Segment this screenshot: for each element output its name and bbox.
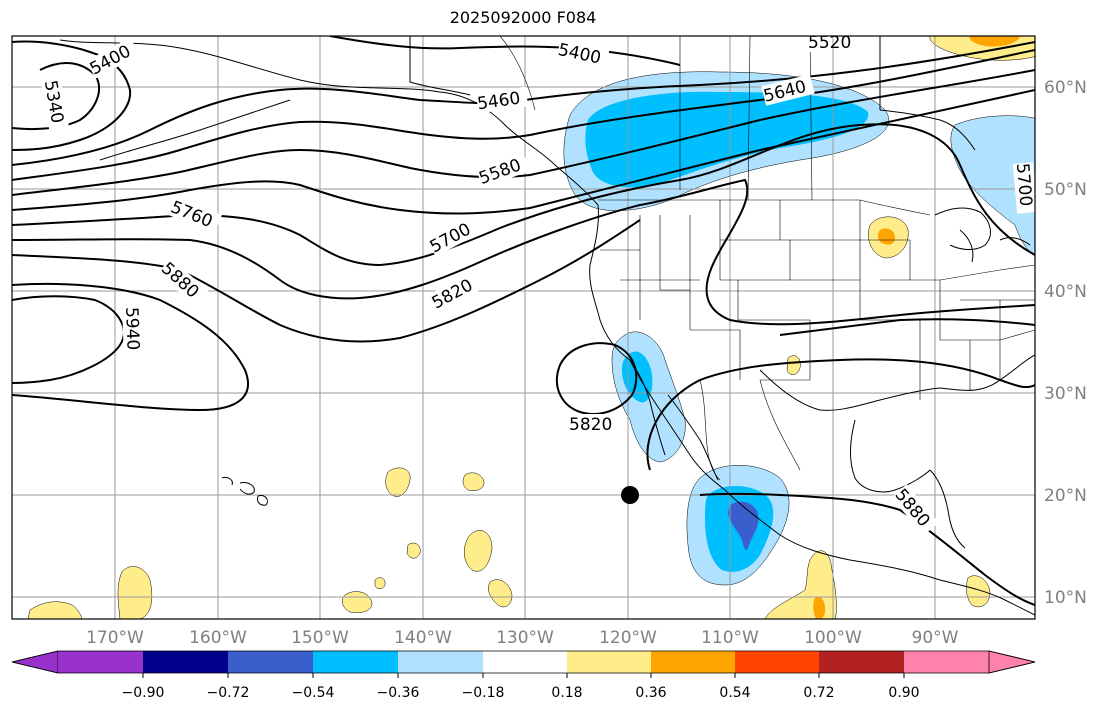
positive-shading-arctic-core [969, 36, 1020, 47]
colorbar-label: 0.72 [803, 685, 834, 701]
positive-shading-pacific-8 [27, 601, 83, 619]
positive-shading-central-america [966, 575, 991, 608]
map-title: 2025092000 F084 [449, 8, 597, 27]
positive-shading-pacific-4 [488, 579, 513, 608]
positive-shading-south-core [813, 596, 826, 619]
lon-label: 90°W [912, 628, 959, 648]
lon-label: 170°W [86, 628, 144, 648]
colorbar-segment [228, 651, 314, 673]
lat-label: 20°N [1044, 486, 1087, 506]
political-borders [499, 36, 1035, 481]
colorbar-segment [735, 651, 821, 673]
contour-label: 5580 [476, 155, 523, 189]
colorbar-label: −0.72 [207, 685, 250, 701]
positive-shading-pacific-3 [464, 530, 493, 572]
lat-label: 30°N [1044, 384, 1087, 404]
negative-shading-northeast [950, 115, 1035, 255]
colorbar-label: −0.54 [292, 685, 335, 701]
lat-label: 10°N [1044, 588, 1087, 608]
lat-label: 60°N [1044, 78, 1087, 98]
positive-shading-south [764, 550, 837, 619]
contour-5820-low [555, 342, 638, 415]
contour-5400-north [329, 36, 681, 66]
contour-5940 [12, 295, 125, 384]
contour-labels: 5400 5400 5340 5460 5520 5580 5640 5700 … [40, 32, 1038, 536]
contour-label: 5700 [427, 219, 475, 257]
contour-5880-mexico [699, 492, 1035, 606]
contour-label: 5400 [556, 40, 602, 69]
contour-label: 5400 [87, 41, 135, 79]
colorbar-segment [398, 651, 484, 673]
colorbar-label: −0.90 [122, 685, 165, 701]
lon-label: 140°W [394, 628, 452, 648]
contour-5400-west [12, 40, 132, 151]
longitude-labels: 170°W 160°W 150°W 140°W 130°W 120°W 110°… [86, 628, 959, 648]
colorbar-segment [483, 651, 569, 673]
colorbar-segment [143, 651, 229, 673]
contour-5640 [12, 89, 1035, 215]
colorbar-segment [651, 651, 737, 673]
contour-label: 5940 [121, 307, 142, 351]
colorbar-segment [567, 651, 653, 673]
contour-5760 [12, 178, 1035, 326]
colorbar-segment [904, 651, 990, 673]
latitude-labels: 60°N 50°N 40°N 30°N 20°N 10°N [1044, 78, 1087, 608]
contour-label: 5700 [1012, 162, 1036, 207]
lat-label: 50°N [1044, 180, 1087, 200]
coastlines [59, 36, 1035, 616]
lat-label: 40°N [1044, 282, 1087, 302]
contour-5340 [12, 62, 100, 131]
lon-label: 100°W [804, 628, 862, 648]
colorbar-label: 0.18 [551, 685, 582, 701]
contour-5880-south [646, 358, 1035, 471]
positive-shading-pacific-9 [374, 577, 386, 589]
colorbar-label: −0.36 [377, 685, 420, 701]
contour-label: 5460 [476, 89, 522, 115]
negative-shading-north-core [585, 91, 869, 188]
colorbar: −0.90 −0.72 −0.54 −0.36 −0.18 0.18 0.36 … [11, 650, 1036, 701]
lon-label: 120°W [599, 628, 657, 648]
colorbar-extend-low [11, 650, 59, 674]
colorbar-segment [313, 651, 399, 673]
colorbar-ticks [142, 673, 905, 678]
colorbar-outline [11, 650, 1036, 674]
lon-label: 110°W [701, 628, 759, 648]
contour-5460 [12, 41, 1035, 166]
positive-shading-pacific-6 [342, 591, 373, 613]
positive-shading-gulf [786, 355, 801, 375]
contour-label: 5820 [569, 415, 612, 435]
positive-shading-great-lakes-core [877, 228, 895, 245]
contour-5880 [12, 282, 249, 412]
map-frame [11, 35, 1036, 620]
colorbar-label: −0.18 [462, 685, 505, 701]
negative-shading-mexico-min [728, 501, 759, 550]
colorbar-label: 0.36 [635, 685, 666, 701]
shaded-field [27, 36, 1035, 619]
contour-label: 5520 [808, 33, 851, 53]
contour-5580 [12, 69, 1035, 196]
colorbar-extend-high [988, 650, 1036, 674]
height-contours [12, 36, 1035, 606]
colorbar-label: 0.54 [719, 685, 750, 701]
positive-shading-pacific-7 [117, 566, 153, 619]
positive-shading-pacific-1 [385, 467, 411, 497]
contour-5820-main [12, 219, 641, 343]
lon-label: 130°W [496, 628, 554, 648]
storm-marker [621, 486, 639, 504]
colorbar-label: 0.90 [888, 685, 919, 701]
colorbar-segment [819, 651, 905, 673]
contour-5820-east [779, 318, 1035, 336]
lon-label: 150°W [291, 628, 349, 648]
colorbar-segment [58, 651, 144, 673]
lon-label: 160°W [189, 628, 247, 648]
positive-shading-pacific-5 [406, 542, 421, 559]
contour-label: 5340 [40, 79, 67, 125]
contour-label: 5760 [168, 197, 216, 232]
positive-shading-pacific-2 [462, 472, 485, 491]
